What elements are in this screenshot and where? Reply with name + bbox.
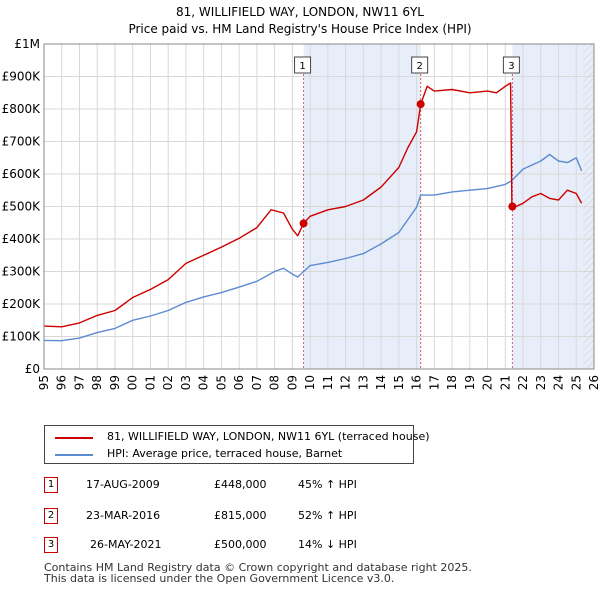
x-tick-label: 2002 [161,375,175,390]
y-tick-label: £400K [2,232,42,246]
price-chart: 1 2 3 £0 £100K £200K £300K £400K £500K £600K £700K… [2,37,600,390]
y-tick-label: £800K [2,102,42,116]
sale-hpi-change: 45% ↑ HPI [298,478,357,491]
y-tick-label: £300K [2,265,42,279]
x-tick-label: 2021 [498,375,512,390]
sale-hpi-change: 14% ↓ HPI [298,538,357,551]
x-tick-label: 1999 [108,375,122,390]
x-tick-label: 2007 [250,375,264,390]
footer-licence: This data is licensed under the Open Gov… [44,572,395,585]
legend: 81, WILLIFIELD WAY, LONDON, NW11 6YL (te… [44,425,430,464]
sale-point [416,100,425,109]
y-tick-label: £200K [2,297,42,311]
x-tick-label: 2016 [410,375,424,390]
sale-point [299,219,308,228]
x-tick-label: 2013 [356,375,370,390]
y-tick-label: £1M [14,37,40,51]
sale-label-box [411,56,429,74]
x-tick-label: 2000 [126,375,140,390]
sale-label-box [502,56,520,74]
y-tick-label: £900K [2,70,42,84]
x-tick-label: 2018 [445,375,459,390]
x-tick-label: 2019 [463,375,477,390]
x-tick-label: 2024 [552,375,566,390]
x-tick-label: 2026 [587,375,600,390]
x-tick-label: 2017 [427,375,441,390]
sale-label: 1 [299,61,305,72]
legend-label-hpi: HPI: Average price, terraced house, Barn… [107,447,343,460]
property-price-line [43,82,583,328]
sale-price: £448,000 [214,478,267,491]
x-tick-label: 2003 [179,375,193,390]
legend-swatch-hpi [55,454,93,456]
y-tick-label: £0 [25,362,40,376]
sale-price: £815,000 [214,509,267,522]
sale-label-box [294,56,312,74]
x-tick-label: 1998 [90,375,104,390]
x-tick-label: 2025 [569,375,583,390]
hpi-line [43,153,583,342]
x-tick-label: 2011 [321,375,335,390]
sale-hpi-change: 52% ↑ HPI [298,509,357,522]
y-tick-label: £100K [2,330,42,344]
x-tick-label: 2023 [534,375,548,390]
sale-point [508,202,517,211]
sale-date: 17-AUG-2009 [86,478,160,491]
x-tick-label: 2012 [339,375,353,390]
sale-price: £500,000 [214,538,267,551]
x-tick-label: 2020 [481,375,495,390]
future-hatch [583,44,594,369]
x-tick-label: 2006 [232,375,246,390]
sale-label: 2 [416,61,422,72]
sale-row: 1 17-AUG-2009 £448,000 45% ↑ HPI [44,477,444,495]
sale-badge: 2 [44,508,58,524]
footer-copyright: Contains HM Land Registry data © Crown c… [44,561,472,574]
sale-date: 26-MAY-2021 [90,538,162,551]
x-tick-label: 2010 [303,375,317,390]
y-tick-label: £600K [2,167,42,181]
x-tick-label: 2009 [285,375,299,390]
sale-badge: 3 [44,537,58,553]
sale-badge: 1 [44,477,58,493]
chart-subtitle: Price paid vs. HM Land Registry's House … [128,22,472,36]
x-tick-label: 2005 [214,375,228,390]
sale-row: 3 26-MAY-2021 £500,000 14% ↓ HPI [44,537,444,555]
x-tick-label: 2022 [516,375,530,390]
y-tick-label: £700K [2,135,42,149]
sale-label: 3 [508,61,514,72]
x-tick-label: 2015 [392,375,406,390]
x-tick-label: 2014 [374,375,388,390]
x-tick-label: 1997 [72,375,86,390]
sale-row: 2 23-MAR-2016 £815,000 52% ↑ HPI [44,508,444,526]
x-tick-label: 1996 [55,375,69,390]
plot-border [43,43,595,370]
chart-title: 81, WILLIFIELD WAY, LONDON, NW11 6YL [176,5,424,19]
x-tick-label: 2008 [268,375,282,390]
x-tick-label: 1995 [37,375,51,390]
legend-label-property: 81, WILLIFIELD WAY, LONDON, NW11 6YL (te… [107,430,430,443]
y-tick-label: £500K [2,200,42,214]
x-tick-label: 2004 [197,375,211,390]
x-tick-label: 2001 [143,375,157,390]
sale-date: 23-MAR-2016 [86,509,161,522]
legend-swatch-property [55,437,93,439]
